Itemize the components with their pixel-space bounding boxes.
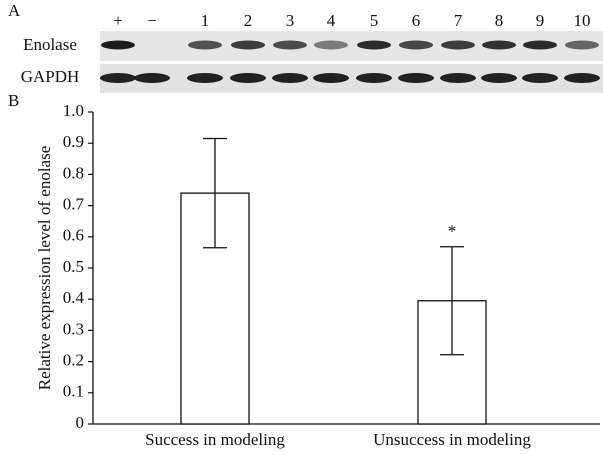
- annotation: *: [448, 222, 457, 241]
- blot-band: [230, 73, 266, 83]
- y-tick-label: 0.4: [63, 288, 85, 307]
- lane-label: 10: [574, 11, 591, 30]
- lane-label: 2: [244, 11, 253, 30]
- blot-band: [356, 73, 392, 83]
- y-tick-label: 0.9: [63, 132, 84, 151]
- blot-band: [100, 73, 136, 83]
- blot-band: [134, 73, 170, 83]
- y-tick-label: 0.5: [63, 257, 84, 276]
- y-axis-label: Relative expression level of enolase: [35, 146, 54, 391]
- lane-label: 6: [412, 11, 421, 30]
- lane-label: 1: [201, 11, 210, 30]
- lane-label: 9: [536, 11, 545, 30]
- blot-band: [441, 41, 475, 50]
- blot-band: [314, 41, 348, 50]
- y-tick-label: 0: [76, 413, 85, 432]
- blot-band: [522, 73, 558, 83]
- figure: A B Enolase GAPDH Relative expression le…: [0, 0, 603, 455]
- blot-band: [272, 73, 308, 83]
- y-tick-label: 0.2: [63, 351, 84, 370]
- blot-band: [357, 41, 391, 50]
- blot-band: [482, 41, 516, 50]
- lane-label: +: [113, 11, 123, 30]
- lane-label: 3: [286, 11, 295, 30]
- blot-band: [273, 41, 307, 50]
- blot-band: [187, 73, 223, 83]
- lane-label: 7: [454, 11, 463, 30]
- blot-row-label: GAPDH: [21, 67, 80, 86]
- x-tick-label: Unsuccess in modeling: [373, 430, 531, 449]
- blot-row-label: Enolase: [23, 35, 77, 54]
- y-tick-label: 0.6: [63, 226, 84, 245]
- blot-band: [523, 41, 557, 50]
- blot-band: [564, 73, 600, 83]
- blot-band: [101, 41, 135, 50]
- lane-label: 4: [327, 11, 336, 30]
- lane-label: 8: [495, 11, 504, 30]
- blot-band: [188, 41, 222, 50]
- blot-band: [440, 73, 476, 83]
- panel-label: B: [8, 91, 19, 110]
- blot-band: [313, 73, 349, 83]
- blot-band: [399, 41, 433, 50]
- y-tick-label: 0.7: [63, 195, 85, 214]
- blot-band: [481, 73, 517, 83]
- panel-label: A: [8, 1, 21, 20]
- y-tick-label: 1.0: [63, 101, 84, 120]
- blot-band: [565, 41, 599, 50]
- x-tick-label: Success in modeling: [145, 430, 285, 449]
- y-tick-label: 0.8: [63, 163, 84, 182]
- lane-label: −: [147, 11, 157, 30]
- blot-band: [398, 73, 434, 83]
- y-tick-label: 0.3: [63, 319, 84, 338]
- blot-band: [231, 41, 265, 50]
- lane-label: 5: [370, 11, 379, 30]
- y-tick-label: 0.1: [63, 382, 84, 401]
